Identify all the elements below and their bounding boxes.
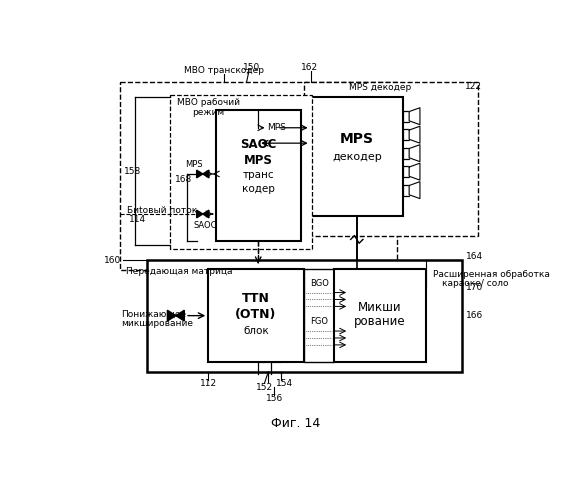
Text: 156: 156 xyxy=(266,394,283,404)
Text: кодер: кодер xyxy=(242,184,275,194)
Polygon shape xyxy=(409,182,420,198)
Bar xyxy=(334,270,426,362)
Text: MPS: MPS xyxy=(185,160,203,169)
Text: 152: 152 xyxy=(256,383,273,392)
Polygon shape xyxy=(409,108,420,124)
Bar xyxy=(208,270,305,362)
Bar xyxy=(310,97,403,216)
Bar xyxy=(305,82,478,235)
Polygon shape xyxy=(203,210,209,218)
Text: 122: 122 xyxy=(465,82,482,92)
Bar xyxy=(403,111,409,122)
Polygon shape xyxy=(168,310,176,321)
Text: Понижающее: Понижающее xyxy=(121,310,186,318)
Text: 154: 154 xyxy=(276,379,293,388)
Bar xyxy=(403,166,409,177)
Text: 160: 160 xyxy=(104,256,121,264)
Text: блок: блок xyxy=(243,326,269,336)
Text: 168: 168 xyxy=(175,175,192,184)
Text: MPS: MPS xyxy=(244,154,272,166)
Text: SAOC: SAOC xyxy=(240,138,276,151)
Text: 150: 150 xyxy=(242,63,260,72)
Text: 158: 158 xyxy=(123,167,141,176)
Text: MPS декодер: MPS декодер xyxy=(349,83,411,92)
Text: 162: 162 xyxy=(301,63,319,72)
Bar xyxy=(170,94,312,248)
Polygon shape xyxy=(196,210,203,218)
Text: Расширенная обработка: Расширенная обработка xyxy=(433,270,550,278)
Polygon shape xyxy=(409,144,420,162)
Text: МВО рабочий
режим: МВО рабочий режим xyxy=(177,98,240,117)
Text: транс: транс xyxy=(242,170,274,180)
Text: MPS: MPS xyxy=(340,132,374,146)
Text: декодер: декодер xyxy=(332,152,382,162)
Text: караоке/ соло: караоке/ соло xyxy=(441,279,508,288)
Text: 164: 164 xyxy=(466,252,483,261)
Bar xyxy=(403,184,409,196)
Text: (OTN): (OTN) xyxy=(235,308,276,320)
Polygon shape xyxy=(409,126,420,143)
Text: Микши: Микши xyxy=(358,302,401,314)
Text: Биtовый поток: Биtовый поток xyxy=(127,206,198,214)
Polygon shape xyxy=(176,310,184,321)
Bar xyxy=(120,82,397,270)
Text: 112: 112 xyxy=(200,379,217,388)
Text: микширование: микширование xyxy=(121,319,193,328)
Polygon shape xyxy=(409,163,420,180)
Bar xyxy=(403,130,409,140)
Text: SAOC: SAOC xyxy=(194,221,217,230)
Text: Фиг. 14: Фиг. 14 xyxy=(271,417,320,430)
Text: MPS: MPS xyxy=(267,124,286,132)
Text: BGO: BGO xyxy=(310,279,328,288)
Bar xyxy=(403,148,409,158)
Bar xyxy=(305,270,334,362)
Text: 114: 114 xyxy=(129,215,146,224)
Text: TTN: TTN xyxy=(242,292,270,305)
Text: 170: 170 xyxy=(466,282,483,292)
Text: FGO: FGO xyxy=(310,318,328,326)
Polygon shape xyxy=(203,170,209,178)
Polygon shape xyxy=(196,170,203,178)
Text: 166: 166 xyxy=(466,311,483,320)
Text: МВО транскодер: МВО транскодер xyxy=(184,66,264,76)
Bar xyxy=(146,260,463,372)
Text: Передающая матрица: Передающая матрица xyxy=(126,267,232,276)
Bar xyxy=(216,110,301,241)
Text: рование: рование xyxy=(354,316,406,328)
